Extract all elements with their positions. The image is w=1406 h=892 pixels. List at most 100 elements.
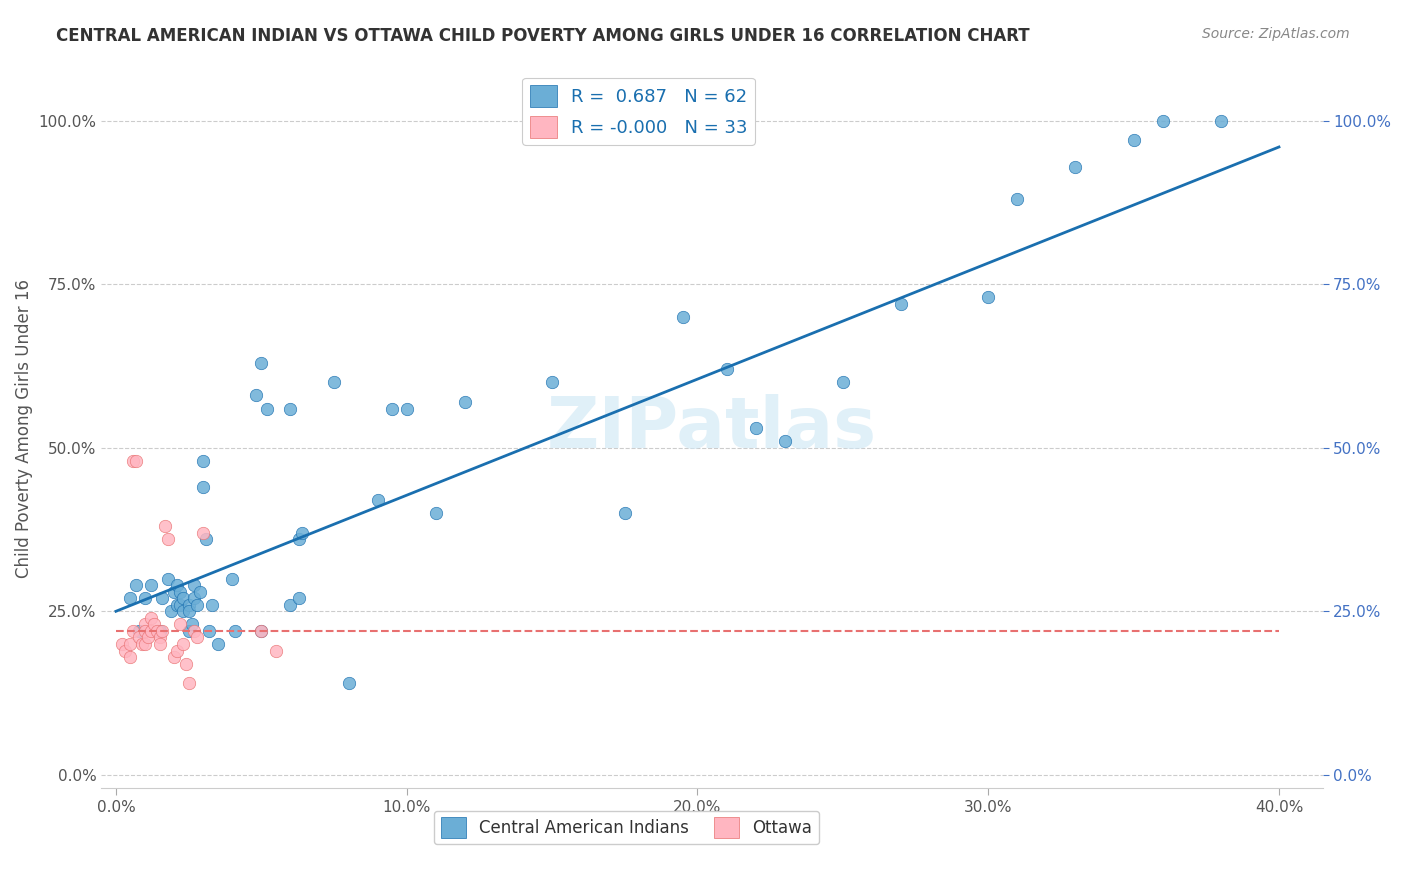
- Point: [264, 643, 287, 657]
- Point: [288, 533, 311, 547]
- Point: [381, 401, 404, 416]
- Point: [139, 611, 162, 625]
- Point: [148, 637, 170, 651]
- Point: [166, 643, 188, 657]
- Point: [172, 591, 194, 606]
- Point: [166, 598, 188, 612]
- Point: [454, 395, 477, 409]
- Y-axis label: Child Poverty Among Girls Under 16: Child Poverty Among Girls Under 16: [15, 278, 32, 578]
- Point: [180, 617, 202, 632]
- Point: [256, 401, 278, 416]
- Point: [323, 376, 346, 390]
- Point: [198, 624, 221, 638]
- Point: [145, 624, 167, 638]
- Point: [250, 356, 273, 370]
- Text: CENTRAL AMERICAN INDIAN VS OTTAWA CHILD POVERTY AMONG GIRLS UNDER 16 CORRELATION: CENTRAL AMERICAN INDIAN VS OTTAWA CHILD …: [56, 27, 1029, 45]
- Legend: Central American Indians, Ottawa: Central American Indians, Ottawa: [434, 811, 818, 844]
- Point: [1064, 160, 1087, 174]
- Point: [183, 591, 205, 606]
- Point: [120, 650, 142, 665]
- Point: [142, 617, 165, 632]
- Point: [134, 591, 156, 606]
- Point: [716, 362, 738, 376]
- Point: [188, 584, 211, 599]
- Point: [172, 637, 194, 651]
- Point: [1152, 113, 1174, 128]
- Point: [201, 598, 224, 612]
- Point: [177, 598, 200, 612]
- Point: [120, 591, 142, 606]
- Point: [1209, 113, 1232, 128]
- Point: [193, 480, 215, 494]
- Text: ZIPatlas: ZIPatlas: [547, 393, 877, 463]
- Point: [744, 421, 766, 435]
- Point: [193, 525, 215, 540]
- Point: [169, 617, 191, 632]
- Point: [1122, 133, 1144, 147]
- Point: [177, 676, 200, 690]
- Point: [613, 506, 636, 520]
- Point: [174, 657, 197, 671]
- Text: Source: ZipAtlas.com: Source: ZipAtlas.com: [1202, 27, 1350, 41]
- Point: [152, 591, 174, 606]
- Point: [111, 637, 134, 651]
- Point: [134, 617, 156, 632]
- Point: [207, 637, 229, 651]
- Point: [131, 637, 153, 651]
- Point: [148, 624, 170, 638]
- Point: [1007, 192, 1029, 206]
- Point: [128, 624, 150, 638]
- Point: [367, 493, 389, 508]
- Point: [139, 624, 162, 638]
- Point: [280, 598, 302, 612]
- Point: [169, 598, 191, 612]
- Point: [125, 454, 148, 468]
- Point: [193, 454, 215, 468]
- Point: [831, 376, 853, 390]
- Point: [163, 584, 186, 599]
- Point: [245, 388, 267, 402]
- Point: [977, 290, 1000, 304]
- Point: [125, 578, 148, 592]
- Point: [172, 604, 194, 618]
- Point: [183, 578, 205, 592]
- Point: [280, 401, 302, 416]
- Point: [155, 519, 177, 533]
- Point: [890, 297, 912, 311]
- Point: [177, 624, 200, 638]
- Point: [114, 643, 136, 657]
- Point: [773, 434, 796, 449]
- Point: [160, 604, 183, 618]
- Point: [163, 650, 186, 665]
- Point: [122, 624, 145, 638]
- Point: [425, 506, 447, 520]
- Point: [148, 631, 170, 645]
- Point: [157, 572, 180, 586]
- Point: [250, 624, 273, 638]
- Point: [122, 454, 145, 468]
- Point: [166, 578, 188, 592]
- Point: [120, 637, 142, 651]
- Point: [250, 624, 273, 638]
- Point: [169, 584, 191, 599]
- Point: [128, 631, 150, 645]
- Point: [221, 572, 243, 586]
- Point: [134, 624, 156, 638]
- Point: [395, 401, 418, 416]
- Point: [136, 631, 159, 645]
- Point: [157, 533, 180, 547]
- Point: [177, 604, 200, 618]
- Point: [672, 310, 695, 324]
- Point: [541, 376, 564, 390]
- Point: [337, 676, 360, 690]
- Point: [291, 525, 314, 540]
- Point: [139, 578, 162, 592]
- Point: [186, 631, 208, 645]
- Point: [288, 591, 311, 606]
- Point: [183, 624, 205, 638]
- Point: [195, 533, 218, 547]
- Point: [186, 598, 208, 612]
- Point: [224, 624, 246, 638]
- Point: [134, 637, 156, 651]
- Point: [152, 624, 174, 638]
